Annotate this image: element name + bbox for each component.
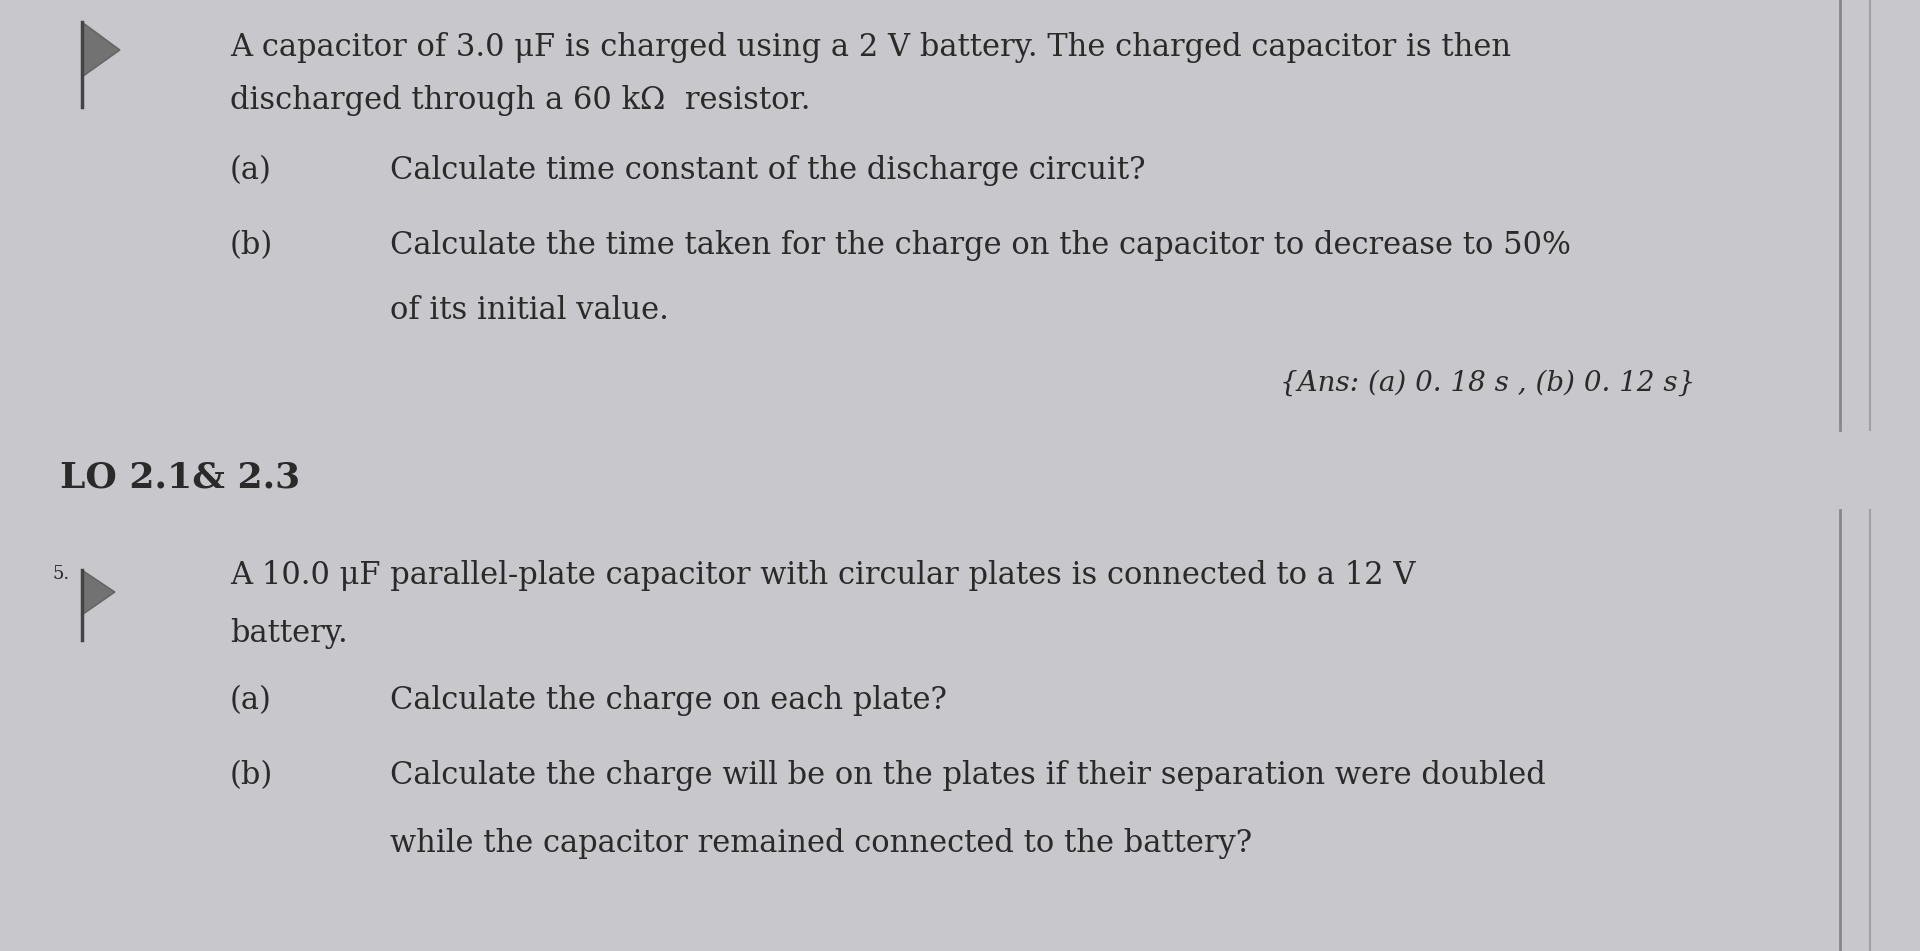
Text: (b): (b): [230, 230, 273, 261]
Text: while the capacitor remained connected to the battery?: while the capacitor remained connected t…: [390, 828, 1252, 859]
Text: 5.: 5.: [52, 565, 69, 583]
Text: A capacitor of 3.0 μF is charged using a 2 V battery. The charged capacitor is t: A capacitor of 3.0 μF is charged using a…: [230, 32, 1511, 63]
Text: Calculate time constant of the discharge circuit?: Calculate time constant of the discharge…: [390, 155, 1146, 186]
Text: (a): (a): [230, 155, 273, 186]
Polygon shape: [83, 570, 115, 615]
Text: of its initial value.: of its initial value.: [390, 295, 668, 326]
Text: Calculate the charge on each plate?: Calculate the charge on each plate?: [390, 685, 947, 716]
Polygon shape: [83, 22, 119, 77]
Text: battery.: battery.: [230, 618, 348, 649]
Text: (b): (b): [230, 760, 273, 791]
Text: Calculate the charge will be on the plates if their separation were doubled: Calculate the charge will be on the plat…: [390, 760, 1546, 791]
Text: {Ans: (a) 0. 18 s , (b) 0. 12 s}: {Ans: (a) 0. 18 s , (b) 0. 12 s}: [1281, 370, 1695, 397]
Text: (a): (a): [230, 685, 273, 716]
Text: Calculate the time taken for the charge on the capacitor to decrease to 50%: Calculate the time taken for the charge …: [390, 230, 1571, 261]
Text: discharged through a 60 kΩ  resistor.: discharged through a 60 kΩ resistor.: [230, 85, 810, 116]
Text: LO 2.1& 2.3: LO 2.1& 2.3: [60, 460, 300, 494]
Text: A 10.0 μF parallel-plate capacitor with circular plates is connected to a 12 V: A 10.0 μF parallel-plate capacitor with …: [230, 560, 1415, 591]
